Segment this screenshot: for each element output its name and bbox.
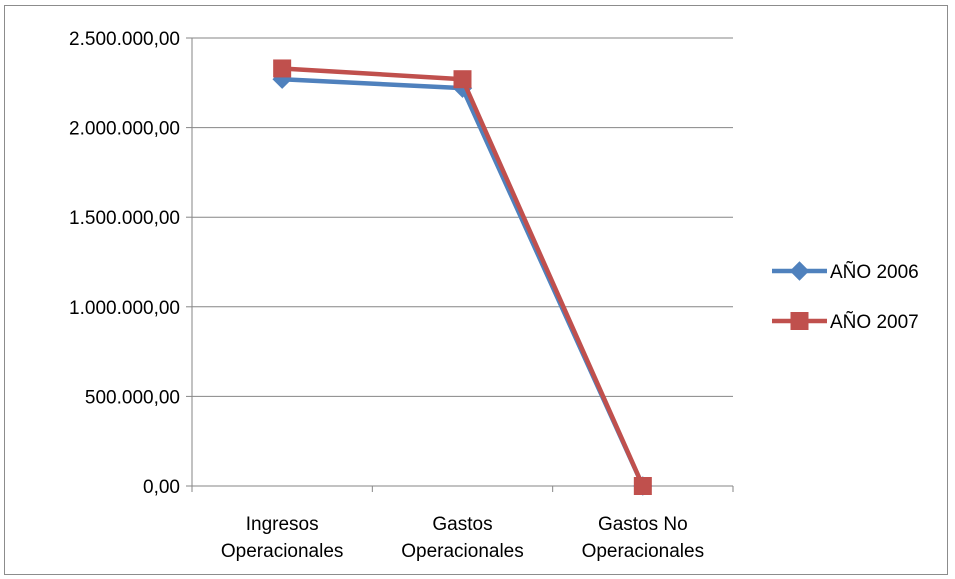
x-tick-label: Ingresos Operacionales bbox=[221, 514, 344, 562]
x-tick-label-line: Gastos bbox=[432, 514, 492, 535]
series-0 bbox=[272, 69, 653, 496]
data-point bbox=[633, 477, 652, 495]
y-tick-label: 500.000,00 bbox=[85, 387, 180, 408]
x-tick-label-line: Ingresos bbox=[246, 514, 319, 535]
y-tick-label: 2.500.000,00 bbox=[69, 29, 180, 50]
legend-label: AÑO 2006 bbox=[830, 261, 919, 283]
x-axis-tick-labels: Ingresos Operacionales Gastos Operacionales… bbox=[221, 514, 704, 562]
x-tick-label: Gastos Operacionales bbox=[401, 514, 524, 562]
series-line bbox=[282, 76, 645, 487]
legend-entry: AÑO 2007 bbox=[772, 311, 919, 333]
chart-frame bbox=[4, 5, 948, 575]
y-tick-label: 2.000.000,00 bbox=[69, 119, 180, 140]
data-point bbox=[273, 59, 292, 78]
legend-marker bbox=[789, 261, 810, 281]
series-group bbox=[272, 59, 653, 496]
x-tick-label-line: Operacionales bbox=[582, 541, 705, 562]
y-axis-tick-labels: 0,00 500.000,00 1.000.000,00 1.500.000,00 2.… bbox=[69, 29, 180, 498]
x-tick-label: Gastos No Operacionales bbox=[582, 514, 705, 562]
legend-entry: AÑO 2006 bbox=[772, 261, 919, 283]
legend: AÑO 2006 AÑO 2007 bbox=[772, 261, 919, 333]
legend-label: AÑO 2007 bbox=[830, 311, 919, 333]
series-1 bbox=[273, 59, 652, 495]
x-tick-label-line: Operacionales bbox=[221, 541, 344, 562]
axes bbox=[186, 37, 734, 492]
y-tick-label: 1.000.000,00 bbox=[69, 298, 180, 319]
x-tick-label-line: Gastos No bbox=[598, 514, 688, 535]
gridlines bbox=[192, 37, 733, 397]
series-line bbox=[282, 66, 645, 487]
data-point bbox=[453, 70, 472, 89]
legend-marker bbox=[790, 312, 809, 330]
y-tick-label: 1.500.000,00 bbox=[69, 208, 180, 229]
x-tick-label-line: Operacionales bbox=[401, 541, 524, 562]
y-tick-label: 0,00 bbox=[143, 477, 180, 498]
